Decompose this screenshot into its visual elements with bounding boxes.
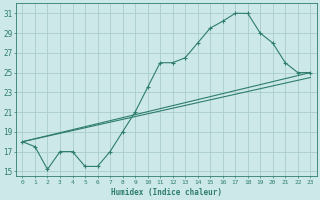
X-axis label: Humidex (Indice chaleur): Humidex (Indice chaleur): [111, 188, 222, 197]
